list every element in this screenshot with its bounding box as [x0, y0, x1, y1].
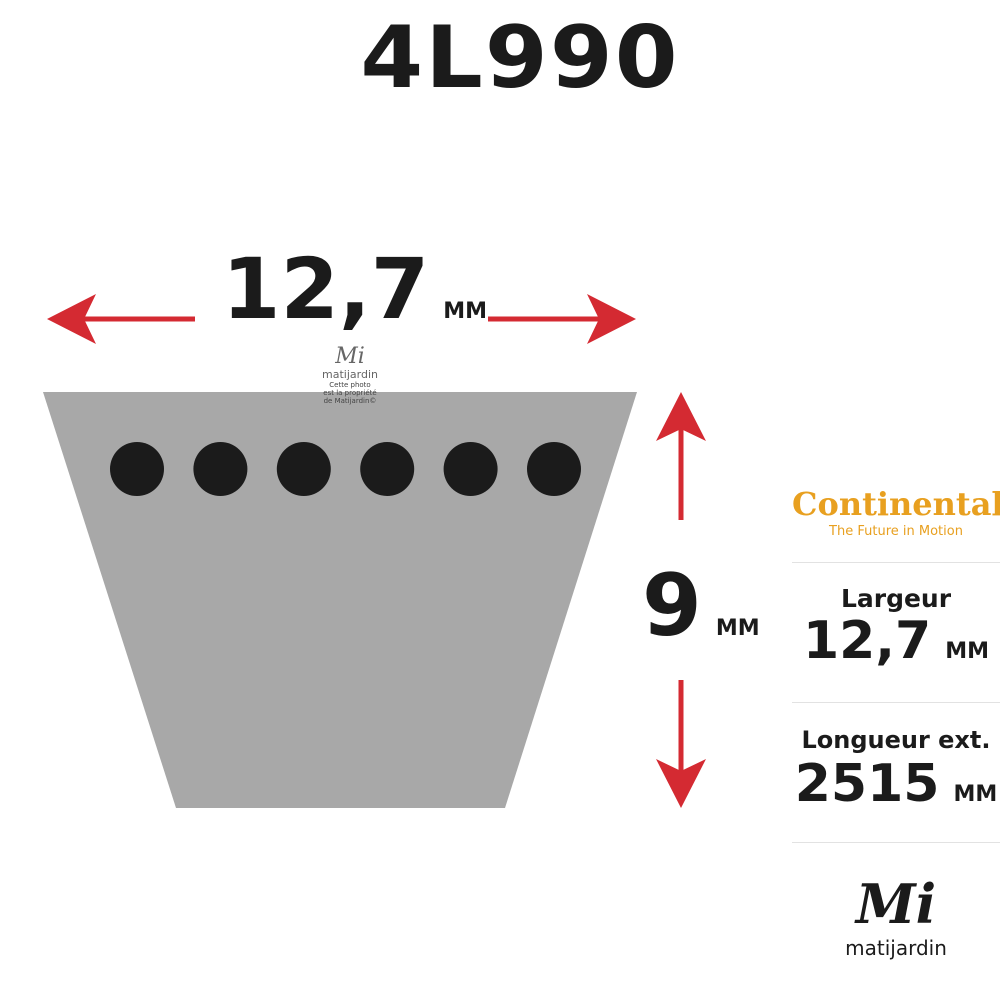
height-arrow-down — [656, 680, 706, 808]
matijardin-logo: Mi matijardin — [792, 872, 1000, 960]
divider — [792, 842, 1000, 843]
belt-hole — [110, 442, 164, 496]
divider — [792, 562, 1000, 563]
matijardin-logo-icon: Mi — [855, 872, 937, 936]
watermark-logo-icon: Mi — [335, 344, 365, 369]
product-title: 4L990 — [360, 8, 680, 108]
continental-logo: Continental The Future in Motion — [792, 485, 1000, 539]
width-arrow-right — [488, 294, 636, 344]
height-arrow-up — [656, 392, 706, 520]
belt-hole — [527, 442, 581, 496]
belt-cross-section — [43, 392, 637, 808]
width-label: 12,7 MM — [222, 240, 488, 338]
belt-hole — [360, 442, 415, 496]
height-label: 9 MM — [642, 556, 760, 656]
spec-length: Longueur ext. 2515 MM — [794, 726, 998, 814]
spec-width: Largeur 12,7 MM — [802, 584, 990, 671]
belt-hole — [443, 442, 498, 496]
belt-hole — [193, 442, 248, 496]
divider — [792, 702, 1000, 703]
width-arrow-left — [47, 294, 195, 344]
belt-hole — [276, 442, 331, 496]
watermark: Mi matijardin Cette photo est la proprié… — [300, 344, 400, 406]
